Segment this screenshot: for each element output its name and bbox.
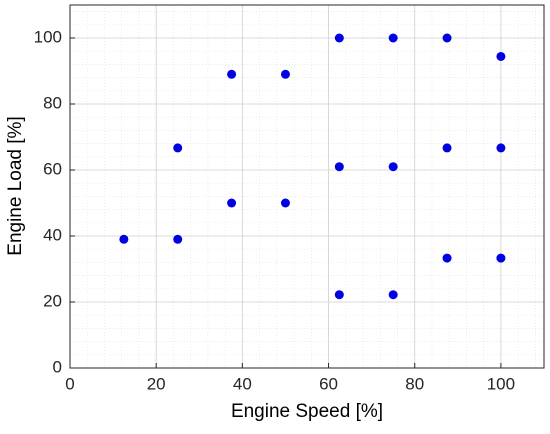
marks	[119, 33, 506, 300]
x-axis-label: Engine Speed [%]	[231, 401, 383, 422]
x-tick-label: 20	[147, 374, 166, 393]
x-tick-label: 100	[487, 374, 515, 393]
point	[334, 162, 344, 172]
y-tick-label: 20	[43, 291, 62, 310]
point	[442, 33, 452, 43]
point	[119, 234, 129, 244]
x-tick-label: 40	[233, 374, 252, 393]
y-tick-label: 60	[43, 159, 62, 178]
y-tick-label: 100	[34, 27, 62, 46]
y-tick-label: 40	[43, 225, 62, 244]
point	[496, 51, 506, 61]
x-tick-label: 80	[405, 374, 424, 393]
point	[227, 198, 237, 208]
point	[334, 290, 344, 300]
point	[280, 198, 290, 208]
point	[227, 69, 237, 79]
point	[496, 253, 506, 263]
point	[388, 33, 398, 43]
grid	[69, 5, 544, 369]
point	[280, 69, 290, 79]
point	[388, 162, 398, 172]
x-tick-label: 60	[319, 374, 338, 393]
point	[442, 253, 452, 263]
point	[173, 143, 183, 153]
point	[442, 143, 452, 153]
x-tick-label: 0	[65, 374, 74, 393]
plot-area	[70, 5, 544, 368]
y-tick-label: 0	[53, 357, 62, 376]
point	[334, 33, 344, 43]
point	[173, 234, 183, 244]
y-tick-label: 80	[43, 93, 62, 112]
plot-frame	[69, 4, 545, 369]
y-axis-label: Engine Load [%]	[5, 116, 26, 255]
point	[496, 143, 506, 153]
point	[388, 290, 398, 300]
